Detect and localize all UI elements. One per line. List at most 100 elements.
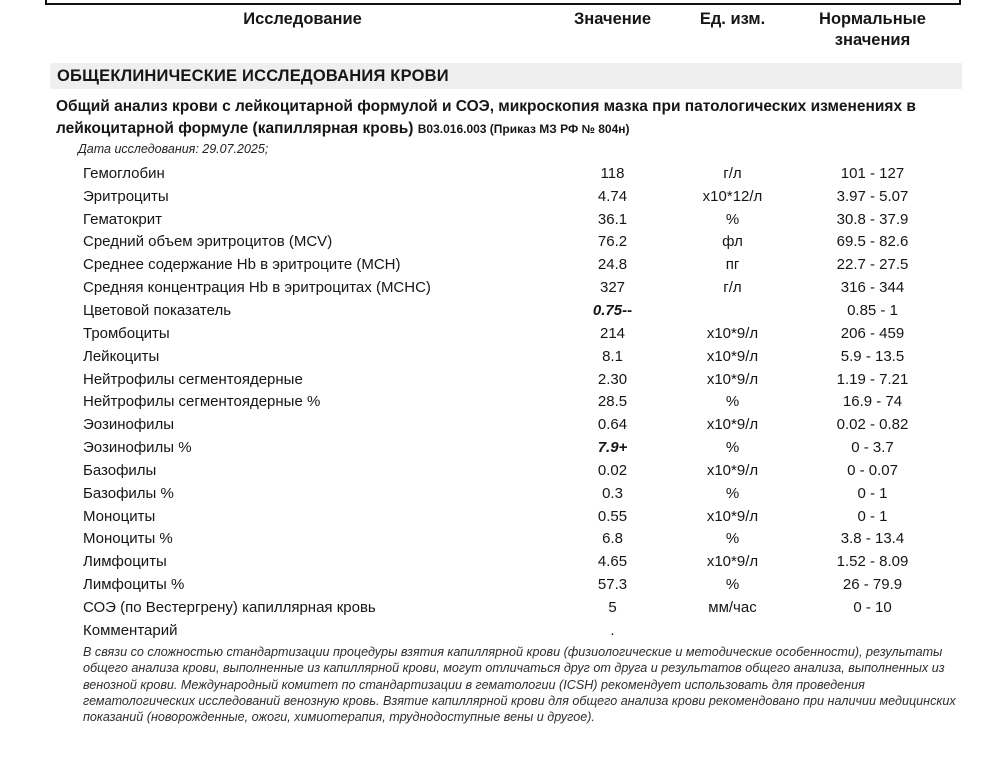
table-row: Эритроциты 4.74 х10*12/л 3.97 - 5.07: [50, 185, 962, 208]
row-name: Базофилы %: [83, 484, 174, 502]
row-unit: фл: [722, 233, 743, 251]
row-value: 24.8: [597, 256, 628, 274]
section-title: ОБЩЕКЛИНИЧЕСКИЕ ИССЛЕДОВАНИЯ КРОВИ: [50, 63, 962, 89]
row-name: Лимфоциты %: [83, 576, 185, 594]
column-header-unit: Ед. изм.: [699, 10, 766, 28]
row-unit: х10*9/л: [706, 416, 759, 434]
column-header-normal: Нормальные значения: [819, 10, 926, 49]
row-name: Лимфоциты: [83, 553, 167, 571]
row-normal: 316 - 344: [840, 279, 905, 297]
row-normal: 0.85 - 1: [847, 301, 898, 319]
row-name: Эозинофилы: [83, 416, 175, 434]
test-code: В03.016.003 (Приказ МЗ РФ № 804н): [417, 121, 630, 136]
row-value: 76.2: [597, 233, 628, 251]
table-row: Эозинофилы % 7.9+% 0 - 3.7: [50, 436, 962, 459]
table-row: Цветовой показатель 0.75-- 0.85 - 1: [50, 299, 962, 322]
row-unit: х10*9/л: [706, 370, 759, 388]
row-unit: х10*9/л: [706, 347, 759, 365]
row-unit: %: [725, 439, 740, 457]
row-value: .: [610, 621, 615, 639]
row-unit: %: [725, 210, 740, 228]
test-subtitle-text: Общий анализ крови с лейкоцитарной форму…: [56, 98, 916, 137]
row-name: Моноциты %: [83, 530, 173, 548]
table-row: Лимфоциты 4.65 х10*9/л 1.52 - 8.09: [50, 550, 962, 573]
row-normal: 0 - 10: [853, 598, 892, 616]
row-name: Базофилы: [83, 461, 157, 479]
column-header-test: Исследование: [243, 10, 362, 28]
results-table-header: Исследование Значение Ед. изм. Нормальны…: [50, 9, 962, 51]
row-name: Гематокрит: [83, 210, 162, 228]
row-value: 8.1: [602, 347, 623, 365]
row-normal: 0 - 1: [857, 484, 888, 502]
study-date: Дата исследования: 29.07.2025;: [78, 142, 269, 156]
row-name: Нейтрофилы сегментоядерные: [83, 370, 303, 388]
row-normal: 3.97 - 5.07: [836, 187, 909, 205]
row-normal: 0.02 - 0.82: [836, 416, 909, 434]
row-normal: 3.8 - 13.4: [840, 530, 905, 548]
table-row: Эозинофилы 0.64 х10*9/л 0.02 - 0.82: [50, 413, 962, 436]
row-value: 6.8: [602, 530, 623, 548]
test-subtitle: Общий анализ крови с лейкоцитарной форму…: [56, 96, 966, 140]
row-normal: 206 - 459: [840, 324, 905, 342]
row-normal: 26 - 79.9: [842, 576, 903, 594]
row-value: 0.3: [602, 484, 623, 502]
row-unit: х10*9/л: [706, 324, 759, 342]
row-unit: %: [725, 576, 740, 594]
table-row: Базофилы 0.02 х10*9/л 0 - 0.07: [50, 459, 962, 482]
row-normal: 0 - 1: [857, 507, 888, 525]
table-row: Гематокрит 36.1% 30.8 - 37.9: [50, 208, 962, 231]
row-value: 0.55: [597, 507, 628, 525]
row-name: Среднее содержание Hb в эритроците (MCH): [83, 256, 401, 274]
row-normal: 69.5 - 82.6: [836, 233, 909, 251]
row-name: Гемоглобин: [83, 164, 165, 182]
row-value: 5: [608, 598, 617, 616]
row-normal: 16.9 - 74: [842, 393, 903, 411]
row-normal: 30.8 - 37.9: [836, 210, 909, 228]
column-header-value: Значение: [573, 10, 652, 28]
row-value: 57.3: [597, 576, 628, 594]
row-value: 4.65: [597, 553, 628, 571]
row-name: Лейкоциты: [83, 347, 160, 365]
cutoff-box-border: [45, 0, 961, 5]
table-row: Лимфоциты % 57.3% 26 - 79.9: [50, 573, 962, 596]
row-unit: г/л: [723, 279, 742, 297]
row-name: Цветовой показатель: [83, 301, 232, 319]
row-name: Нейтрофилы сегментоядерные %: [83, 393, 321, 411]
row-value: 0.64: [597, 416, 628, 434]
row-normal: 1.52 - 8.09: [836, 553, 909, 571]
row-value: 2.30: [597, 370, 628, 388]
row-name: Тромбоциты: [83, 324, 170, 342]
table-row: СОЭ (по Вестергрену) капиллярная кровь 5 м…: [50, 596, 962, 619]
row-value: 118: [600, 164, 625, 182]
row-name: Моноциты: [83, 507, 156, 525]
row-value: 36.1: [597, 210, 628, 228]
row-value: 7.9+: [597, 439, 628, 457]
row-normal: 5.9 - 13.5: [840, 347, 905, 365]
row-unit: г/л: [723, 164, 742, 182]
row-normal: 0 - 0.07: [847, 461, 898, 479]
row-value: 0.02: [597, 461, 628, 479]
row-name: Комментарий: [83, 621, 178, 639]
table-row: Нейтрофилы сегментоядерные % 28.5% 16.9 - …: [50, 390, 962, 413]
table-row: Лейкоциты 8.1 х10*9/л 5.9 - 13.5: [50, 345, 962, 368]
row-unit: %: [725, 393, 740, 411]
table-row: Моноциты 0.55 х10*9/л 0 - 1: [50, 505, 962, 528]
row-normal: 101 - 127: [840, 164, 905, 182]
row-value: 28.5: [597, 393, 628, 411]
row-name: Средняя концентрация Hb в эритроцитах (M…: [83, 279, 431, 297]
comment-text: В связи со сложностью стандартизации про…: [83, 645, 956, 725]
table-row: Комментарий.: [50, 619, 962, 642]
row-unit: х10*9/л: [706, 461, 759, 479]
table-row: Тромбоциты 214 х10*9/л 206 - 459: [50, 322, 962, 345]
row-unit: мм/час: [708, 598, 757, 616]
row-unit: %: [725, 530, 740, 548]
row-unit: х10*9/л: [706, 507, 759, 525]
row-unit: пг: [725, 256, 740, 274]
table-row: Нейтрофилы сегментоядерные 2.30 х10*9/л 1.1…: [50, 368, 962, 391]
table-row: Среднее содержание Hb в эритроците (MCH)…: [50, 253, 962, 276]
row-name: Эритроциты: [83, 187, 169, 205]
row-unit: х10*12/л: [702, 187, 763, 205]
row-name: СОЭ (по Вестергрену) капиллярная кровь: [83, 598, 376, 616]
row-value: 4.74: [597, 187, 628, 205]
table-row: Моноциты % 6.8% 3.8 - 13.4: [50, 528, 962, 551]
